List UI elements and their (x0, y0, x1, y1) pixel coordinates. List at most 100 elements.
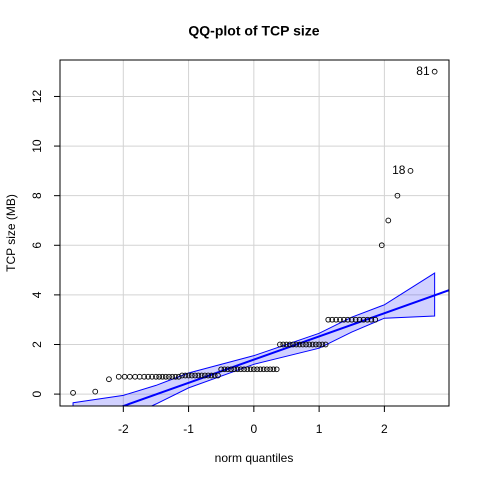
data-point (231, 366, 238, 373)
x-tick-label: 0 (251, 422, 258, 436)
data-point (322, 341, 329, 348)
data-point (296, 341, 303, 348)
data-point (385, 217, 392, 224)
data-point (270, 366, 277, 373)
data-point (247, 366, 254, 373)
data-point (162, 373, 169, 380)
data-point (175, 373, 182, 380)
data-point (319, 341, 326, 348)
data-point (306, 341, 313, 348)
x-tick-label: 1 (316, 422, 323, 436)
data-point (141, 373, 148, 380)
data-point (378, 242, 385, 249)
data-point (132, 373, 138, 380)
plot-frame (59, 59, 450, 407)
y-axis-label: TCP size (MB) (4, 194, 18, 272)
y-tick-label: 12 (30, 89, 44, 103)
data-point (179, 372, 185, 379)
chart-title: QQ-plot of TCP size (188, 23, 319, 39)
data-point (344, 316, 351, 323)
data-point (126, 373, 133, 380)
y-tick-label: 8 (30, 192, 44, 199)
data-point (273, 366, 280, 373)
data-point (309, 341, 316, 348)
data-point (215, 372, 221, 379)
data-point (431, 68, 438, 75)
x-axis-label: norm quantiles (215, 451, 294, 465)
data-point (277, 341, 283, 348)
data-point (368, 316, 375, 323)
data-point (283, 341, 290, 348)
data-point (224, 366, 231, 373)
data-point (218, 366, 225, 373)
data-point (115, 373, 122, 380)
data-point (211, 372, 218, 379)
y-tick-label: 6 (30, 242, 44, 249)
data-point (92, 388, 99, 395)
data-point (257, 366, 264, 373)
data-point (360, 316, 367, 323)
data-point (136, 373, 143, 380)
data-point (280, 341, 287, 348)
data-point (198, 372, 205, 379)
data-point (329, 316, 336, 323)
data-point (106, 376, 112, 383)
data-point (228, 366, 234, 373)
data-point (234, 366, 241, 373)
data-point (286, 341, 293, 348)
data-point (70, 390, 76, 396)
data-point (352, 316, 359, 323)
data-point (313, 341, 319, 348)
data-point (205, 372, 212, 379)
data-point (145, 373, 151, 380)
data-point (394, 192, 401, 199)
x-tick-label: 2 (381, 422, 388, 436)
data-point (250, 366, 257, 373)
y-tick-label: 0 (30, 390, 44, 397)
data-point (364, 316, 371, 323)
data-point (267, 366, 274, 373)
plot-area (70, 68, 449, 406)
data-point (356, 316, 363, 323)
data-point (166, 373, 172, 380)
y-tick-label: 4 (30, 291, 44, 298)
data-point (221, 366, 228, 373)
data-point (341, 316, 347, 323)
x-tick-label: -1 (183, 422, 194, 436)
y-tick-label: 10 (30, 139, 44, 153)
data-point (169, 373, 176, 380)
y-tick-label: 2 (30, 341, 44, 348)
data-point (202, 372, 208, 379)
data-point (172, 373, 179, 380)
data-point (188, 372, 195, 379)
data-point (372, 316, 379, 323)
point-label: 18 (392, 163, 406, 177)
data-point (153, 373, 159, 380)
x-tick-label: -2 (118, 422, 129, 436)
data-point (185, 372, 192, 379)
reference-line (120, 289, 449, 406)
data-point (208, 372, 215, 379)
data-point (241, 366, 247, 373)
data-point (260, 366, 267, 373)
data-point (348, 316, 355, 323)
data-point (192, 372, 198, 379)
data-point (290, 341, 296, 348)
data-point (156, 373, 163, 380)
data-point (254, 366, 260, 373)
data-point (264, 366, 270, 373)
data-point (293, 341, 300, 348)
point-label: 81 (416, 64, 430, 78)
data-point (299, 341, 306, 348)
data-point (325, 316, 332, 323)
data-point (407, 168, 414, 174)
data-point (244, 366, 251, 373)
data-point (182, 372, 189, 379)
data-point (333, 316, 339, 323)
data-point (159, 373, 166, 380)
data-point (237, 366, 244, 373)
data-point (303, 341, 309, 348)
data-point (316, 341, 322, 348)
data-point (195, 372, 202, 379)
